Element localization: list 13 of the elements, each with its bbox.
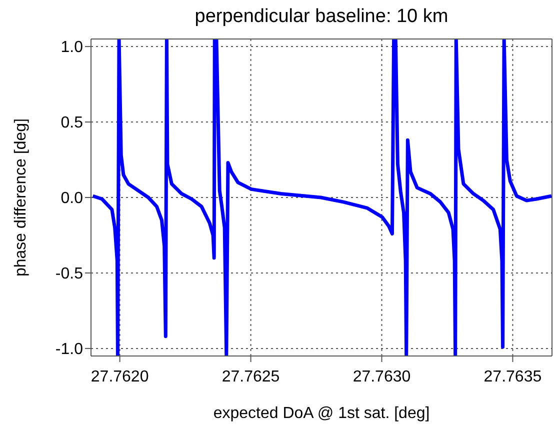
y-tick-label: 0.0 [60, 190, 84, 208]
line-series [91, 39, 552, 356]
chart-title: perpendicular baseline: 10 km [194, 6, 450, 28]
x-tick-label: 27.7635 [484, 368, 542, 386]
y-axis-title: phase difference [deg] [12, 118, 30, 277]
y-tick-label: 1.0 [60, 39, 84, 56]
x-tick-label: 27.7630 [352, 368, 411, 386]
x-tick-label: 27.7625 [222, 368, 280, 386]
y-tick-label: -0.5 [55, 266, 84, 283]
x-tick-label: 27.7620 [90, 368, 149, 386]
x-axis-title: expected DoA @ 1st sat. [deg] [213, 405, 430, 422]
y-tick-label: -1.0 [55, 341, 84, 358]
y-tick-label: 0.5 [60, 114, 84, 132]
